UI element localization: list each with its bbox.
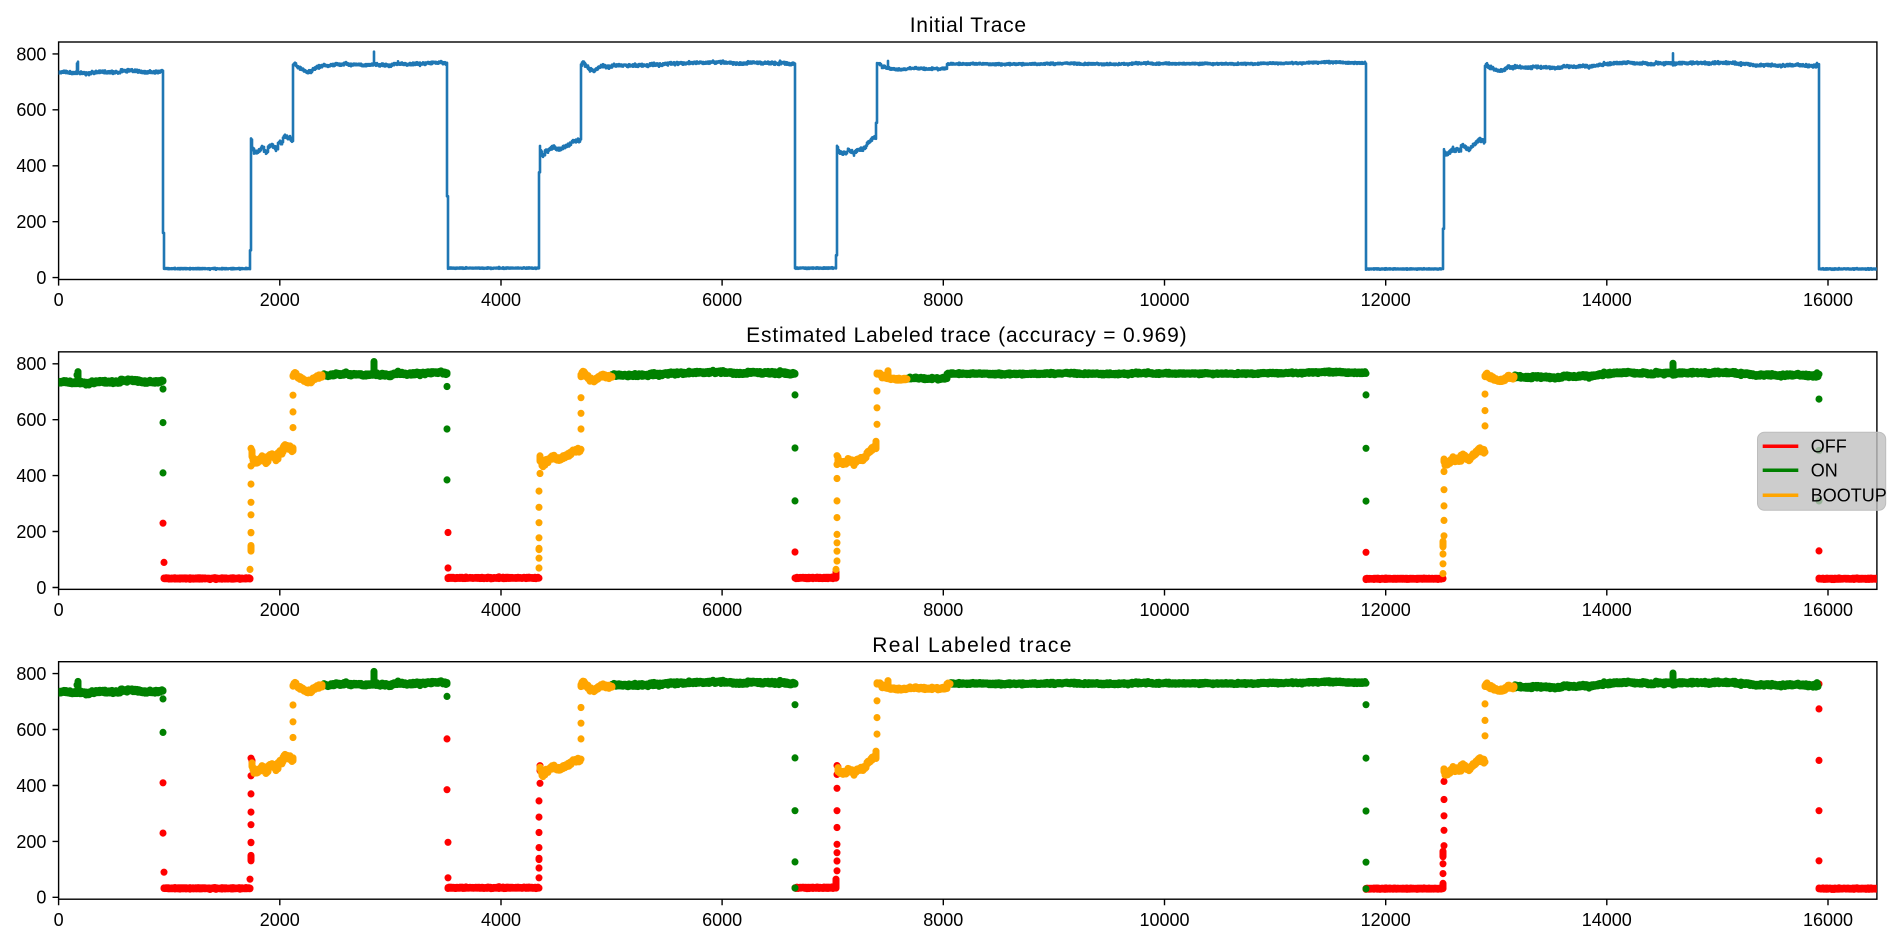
svg-text:400: 400 — [16, 156, 46, 176]
svg-text:14000: 14000 — [1582, 600, 1632, 620]
svg-text:4000: 4000 — [481, 600, 521, 620]
svg-text:600: 600 — [16, 100, 46, 120]
svg-text:Estimated Labeled trace (accur: Estimated Labeled trace (accuracy = 0.96… — [746, 324, 1187, 347]
svg-text:2000: 2000 — [260, 910, 300, 930]
svg-text:4000: 4000 — [481, 910, 521, 930]
svg-text:2000: 2000 — [260, 290, 300, 310]
svg-text:0: 0 — [36, 578, 46, 598]
svg-text:Initial Trace: Initial Trace — [910, 14, 1027, 37]
svg-text:12000: 12000 — [1361, 910, 1411, 930]
svg-text:14000: 14000 — [1582, 290, 1632, 310]
svg-text:200: 200 — [16, 212, 46, 232]
svg-text:ON: ON — [1811, 461, 1838, 481]
svg-text:10000: 10000 — [1139, 910, 1189, 930]
svg-text:800: 800 — [16, 44, 46, 64]
svg-text:16000: 16000 — [1803, 910, 1853, 930]
svg-text:16000: 16000 — [1803, 600, 1853, 620]
svg-text:10000: 10000 — [1139, 600, 1189, 620]
svg-text:OFF: OFF — [1811, 437, 1847, 457]
svg-text:0: 0 — [54, 600, 64, 620]
svg-text:400: 400 — [16, 776, 46, 796]
svg-text:16000: 16000 — [1803, 290, 1853, 310]
svg-text:2000: 2000 — [260, 600, 300, 620]
svg-text:10000: 10000 — [1139, 290, 1189, 310]
svg-text:0: 0 — [54, 290, 64, 310]
svg-text:BOOTUP: BOOTUP — [1811, 486, 1887, 506]
svg-text:400: 400 — [16, 466, 46, 486]
svg-text:800: 800 — [16, 354, 46, 374]
svg-text:800: 800 — [16, 664, 46, 684]
svg-text:4000: 4000 — [481, 290, 521, 310]
svg-text:Real Labeled trace: Real Labeled trace — [872, 634, 1073, 657]
svg-text:14000: 14000 — [1582, 910, 1632, 930]
svg-text:600: 600 — [16, 410, 46, 430]
svg-text:8000: 8000 — [923, 290, 963, 310]
svg-text:6000: 6000 — [702, 290, 742, 310]
svg-text:200: 200 — [16, 522, 46, 542]
svg-text:12000: 12000 — [1361, 290, 1411, 310]
svg-text:6000: 6000 — [702, 910, 742, 930]
svg-text:0: 0 — [36, 888, 46, 908]
svg-text:6000: 6000 — [702, 600, 742, 620]
svg-text:12000: 12000 — [1361, 600, 1411, 620]
svg-text:0: 0 — [36, 268, 46, 288]
svg-text:8000: 8000 — [923, 600, 963, 620]
svg-text:0: 0 — [54, 910, 64, 930]
svg-text:600: 600 — [16, 720, 46, 740]
svg-text:200: 200 — [16, 832, 46, 852]
svg-text:8000: 8000 — [923, 910, 963, 930]
